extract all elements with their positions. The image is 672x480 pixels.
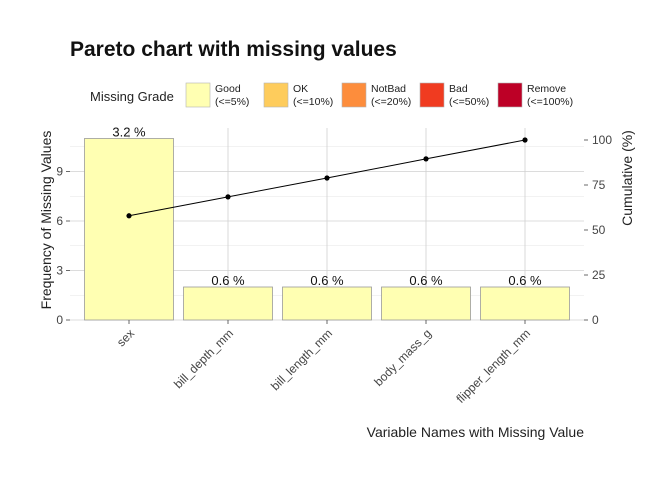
bar-label: 0.6 % <box>211 273 245 288</box>
y-tick-label: 3 <box>56 264 63 278</box>
x-tick-label: sex <box>114 326 137 349</box>
y-tick-label: 9 <box>56 165 63 179</box>
bar-label: 0.6 % <box>508 273 542 288</box>
chart-title: Pareto chart with missing values <box>70 38 397 61</box>
y2-tick-label: 50 <box>592 223 606 237</box>
cumulative-point <box>522 137 528 143</box>
bar-label: 3.2 % <box>112 125 146 140</box>
bars <box>84 138 570 321</box>
legend-label: Good <box>215 83 241 95</box>
x-tick-label: body_mass_g <box>371 326 434 389</box>
y2-tick-label: 0 <box>592 313 599 327</box>
legend-label: (<=20%) <box>371 96 411 108</box>
legend-label: (<=10%) <box>293 96 333 108</box>
y2-tick-label: 75 <box>592 178 606 192</box>
legend-label: NotBad <box>371 83 406 95</box>
cumulative-point <box>324 175 330 181</box>
y-tick-label: 0 <box>56 313 63 327</box>
legend-swatch <box>185 82 211 108</box>
legend-swatch <box>263 82 289 108</box>
bar <box>84 138 174 321</box>
cumulative-point <box>126 213 132 219</box>
legend-swatch <box>497 82 523 108</box>
legend-swatch <box>341 82 367 108</box>
legend: Missing Grade Good(<=5%)OK(<=10%)NotBad(… <box>90 82 573 108</box>
bar <box>381 286 471 321</box>
bar <box>480 286 570 321</box>
legend-label: (<=100%) <box>527 96 573 108</box>
cumulative-point <box>225 194 231 200</box>
x-tick-label: bill_depth_mm <box>171 326 236 391</box>
y2-axis-title: Cumulative (%) <box>619 130 635 226</box>
bar-label: 0.6 % <box>310 273 344 288</box>
legend-label: Bad <box>449 83 468 95</box>
y2-tick-label: 25 <box>592 268 606 282</box>
legend-swatch <box>419 82 445 108</box>
y2-tick-label: 100 <box>592 133 612 147</box>
legend-label: Remove <box>527 83 566 95</box>
y-tick-label: 6 <box>56 214 63 228</box>
legend-label: OK <box>293 83 308 95</box>
y-axis-title: Frequency of Missing Values <box>38 131 54 310</box>
cumulative-point <box>423 156 429 162</box>
bar <box>183 286 273 321</box>
data-labels: 3.2 % 0.6 % 0.6 % 0.6 % 0.6 % <box>112 125 542 289</box>
x-axis-title: Variable Names with Missing Value <box>367 424 585 440</box>
legend-label: (<=50%) <box>449 96 489 108</box>
x-tick-label: flipper_length_mm <box>453 326 533 406</box>
cumulative-line <box>126 137 528 219</box>
legend-label: (<=5%) <box>215 96 249 108</box>
bar-label: 0.6 % <box>409 273 443 288</box>
x-tick-label: bill_length_mm <box>268 326 335 393</box>
bar <box>282 286 372 321</box>
legend-title: Missing Grade <box>90 89 174 104</box>
